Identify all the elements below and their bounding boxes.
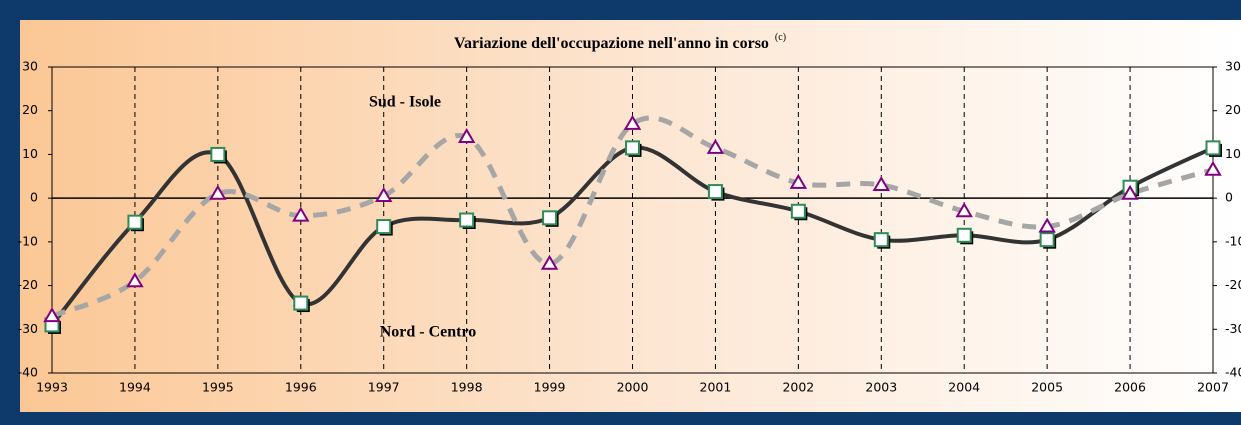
marker (43, 307, 61, 323)
x-tick-label: 1999 (534, 380, 566, 395)
marker (376, 219, 392, 235)
marker (1121, 184, 1139, 200)
marker (955, 202, 973, 218)
x-tick-label: 2006 (1114, 380, 1146, 395)
x-tick-label: 2007 (1197, 380, 1229, 395)
x-tick-label: 1994 (119, 380, 151, 395)
marker (789, 173, 808, 189)
marker (873, 232, 889, 248)
marker (1039, 232, 1055, 248)
marker (1205, 140, 1221, 156)
marker (707, 184, 723, 200)
marker (625, 140, 640, 156)
y2-tick-label: 30 (1225, 59, 1241, 74)
y2-tick-label: 20 (1225, 102, 1241, 117)
marker (1204, 160, 1222, 176)
x-tick-label: 2000 (617, 380, 649, 395)
y2-tick-label: -10 (1225, 233, 1241, 248)
x-tick-label: 1998 (451, 380, 483, 395)
x-tick-label: 1996 (285, 380, 317, 395)
marker (293, 295, 309, 311)
x-tick-label: 2003 (865, 380, 897, 395)
y2-tick-label: -30 (1225, 321, 1241, 336)
annotation: Nord - Centro (380, 324, 477, 341)
title-text: Variazione dell'occupazione nell'anno in… (454, 35, 769, 52)
marker (542, 210, 558, 226)
x-tick-label: 2002 (782, 380, 814, 395)
marker (126, 272, 144, 288)
y-tick-label: -40 (18, 365, 38, 380)
chart-title: Variazione dell'occupazione nell'anno in… (454, 32, 786, 51)
y2-tick-label: -20 (1225, 277, 1241, 292)
annotation: Sud - Isole (369, 94, 441, 111)
x-tick-label: 1995 (202, 380, 234, 395)
x-tick-label: 2005 (1031, 380, 1063, 395)
y-tick-label: 0 (30, 190, 38, 205)
x-tick-label: 2001 (700, 380, 732, 395)
marker (292, 206, 310, 222)
marker (457, 127, 476, 143)
y2-tick-label: 10 (1225, 146, 1241, 161)
x-tick-label: 1993 (36, 380, 68, 395)
x-tick-label: 1997 (368, 380, 400, 395)
series-line (51, 115, 1214, 319)
marker (459, 212, 475, 228)
y2-tick-label: 0 (1225, 190, 1233, 205)
y-tick-label: 10 (22, 146, 38, 161)
y-tick-label: -10 (18, 233, 38, 248)
y-tick-label: -30 (18, 321, 38, 336)
x-tick-label: 2004 (948, 380, 980, 395)
marker (956, 227, 972, 243)
marker (540, 254, 559, 270)
marker (210, 146, 226, 162)
marker (623, 114, 642, 130)
marker (872, 176, 891, 192)
panel (20, 20, 1241, 412)
marker (374, 186, 393, 202)
title-note: (c) (775, 32, 786, 43)
y-tick-label: 30 (22, 59, 38, 74)
y2-tick-label: -40 (1225, 365, 1241, 380)
y-tick-label: 20 (22, 102, 38, 117)
marker (790, 203, 806, 219)
marker (1038, 217, 1056, 233)
marker (706, 138, 725, 154)
marker (209, 184, 227, 200)
y-tick-label: -20 (18, 277, 38, 292)
marker (127, 214, 143, 230)
